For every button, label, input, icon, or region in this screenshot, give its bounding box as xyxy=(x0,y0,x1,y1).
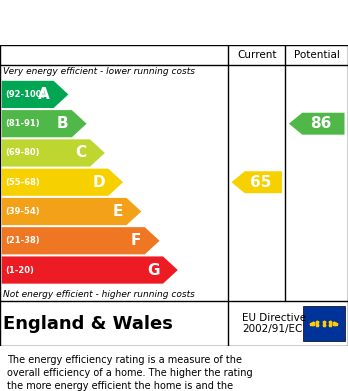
Text: Current: Current xyxy=(237,50,276,60)
Text: (81-91): (81-91) xyxy=(5,119,40,128)
Text: Energy Efficiency Rating: Energy Efficiency Rating xyxy=(50,13,298,32)
Text: Very energy efficient - lower running costs: Very energy efficient - lower running co… xyxy=(3,67,196,76)
Bar xyxy=(303,307,345,341)
Text: D: D xyxy=(92,175,105,190)
Text: 65: 65 xyxy=(250,175,271,190)
Text: F: F xyxy=(131,233,141,248)
Polygon shape xyxy=(2,227,159,255)
Polygon shape xyxy=(289,113,345,135)
Polygon shape xyxy=(2,169,123,196)
Text: (55-68): (55-68) xyxy=(5,178,40,187)
Text: C: C xyxy=(76,145,87,160)
Text: A: A xyxy=(38,87,50,102)
Text: (21-38): (21-38) xyxy=(5,236,40,245)
Polygon shape xyxy=(231,171,282,193)
Text: G: G xyxy=(147,262,159,278)
Text: Not energy efficient - higher running costs: Not energy efficient - higher running co… xyxy=(3,290,195,299)
Polygon shape xyxy=(2,139,105,167)
Text: E: E xyxy=(113,204,123,219)
Polygon shape xyxy=(2,198,141,225)
Text: The energy efficiency rating is a measure of the
overall efficiency of a home. T: The energy efficiency rating is a measur… xyxy=(7,355,253,391)
Text: EU Directive
2002/91/EC: EU Directive 2002/91/EC xyxy=(242,313,306,334)
Polygon shape xyxy=(2,110,87,137)
Text: B: B xyxy=(57,116,68,131)
Text: (1-20): (1-20) xyxy=(5,265,34,274)
Text: 86: 86 xyxy=(310,116,331,131)
Polygon shape xyxy=(2,81,68,108)
Text: (39-54): (39-54) xyxy=(5,207,40,216)
Text: England & Wales: England & Wales xyxy=(3,314,173,333)
Polygon shape xyxy=(2,256,178,283)
Text: (69-80): (69-80) xyxy=(5,149,40,158)
Text: (92-100): (92-100) xyxy=(5,90,46,99)
Text: Potential: Potential xyxy=(294,50,340,60)
